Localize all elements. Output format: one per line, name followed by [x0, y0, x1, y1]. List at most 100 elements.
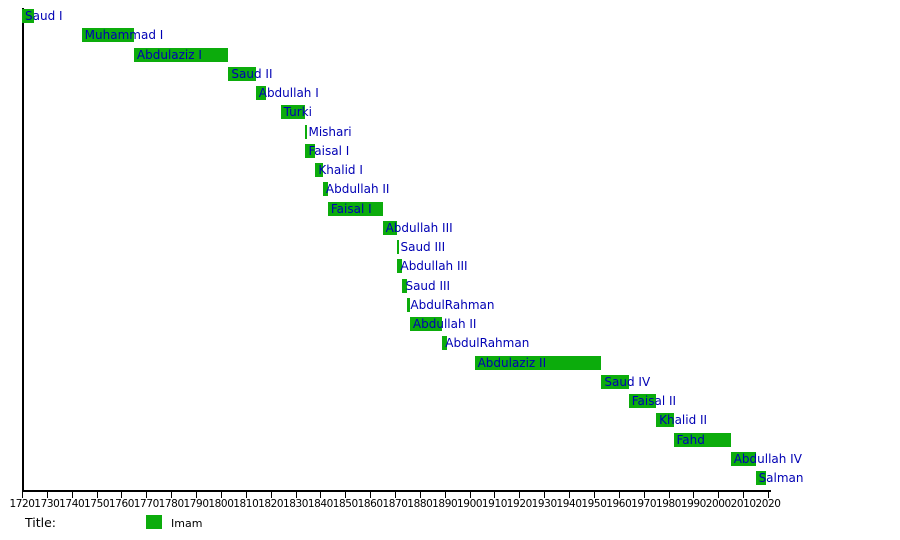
chart-bar — [255, 86, 266, 100]
y-axis-line — [22, 8, 24, 490]
x-axis-tick — [320, 491, 322, 498]
x-axis-tick-label: 1790 — [183, 498, 210, 510]
bar-label: Abdullah II — [325, 182, 390, 197]
legend: Title: Imam — [0, 512, 900, 536]
bar-label: AbdulRahman — [410, 297, 495, 312]
x-axis-tick — [643, 491, 645, 498]
bar-label: Turki — [283, 105, 312, 120]
chart-bar — [402, 278, 408, 293]
x-axis-tick-label: 1820 — [258, 498, 284, 510]
x-axis-tick — [71, 491, 73, 498]
x-axis-tick-label: 1920 — [506, 498, 533, 510]
x-axis-tick-label: 1800 — [208, 498, 234, 510]
chart-bar — [280, 105, 306, 120]
bar-label: Salman — [758, 471, 804, 485]
x-axis-tick-label: 2000 — [705, 498, 732, 510]
x-axis-tick-label: 1990 — [680, 498, 707, 510]
x-axis-line — [22, 490, 771, 492]
bar-label: AbdulRahman — [445, 336, 530, 351]
chart-bar — [673, 432, 731, 447]
bar-label: Abdullah II — [412, 317, 477, 331]
chart-bar — [397, 259, 403, 274]
x-axis-tick — [469, 491, 471, 498]
bar-label: Mishari — [308, 124, 352, 139]
legend-title: Title: — [25, 515, 56, 530]
chart-bar — [730, 451, 756, 466]
x-axis-tick — [693, 491, 695, 498]
chart-bar — [442, 336, 448, 351]
bar-label: Muhammad I — [84, 28, 164, 43]
x-axis-tick-label: 1940 — [556, 498, 583, 510]
x-axis-tick — [121, 491, 123, 498]
bar-label: Faisal I — [330, 201, 372, 216]
x-axis-tick-label: 1730 — [34, 498, 60, 510]
chart-bar — [474, 355, 602, 370]
chart-bar — [656, 413, 674, 428]
x-axis-tick-label: 1770 — [133, 498, 160, 510]
chart-bar — [327, 201, 383, 216]
x-axis-tick-label: 1900 — [457, 498, 483, 510]
x-axis-tick-label: 1980 — [655, 498, 682, 510]
chart-bar — [409, 317, 443, 331]
x-axis-tick — [171, 491, 173, 498]
x-axis-tick-label: 1750 — [84, 498, 110, 510]
x-axis-tick-label: 1720 — [9, 498, 35, 510]
chart-bar — [305, 124, 307, 139]
x-axis-tick — [519, 491, 521, 498]
x-axis-tick-label: 1830 — [282, 498, 309, 510]
chart-bar — [601, 374, 629, 389]
x-axis-tick-label: 1950 — [581, 498, 607, 510]
x-axis-tick — [196, 491, 198, 498]
x-axis-tick-label: 1840 — [307, 498, 334, 510]
x-axis-tick — [593, 491, 595, 498]
x-axis-tick-label: 1810 — [233, 498, 259, 510]
x-axis-tick — [245, 491, 247, 498]
x-axis-tick — [22, 491, 23, 498]
x-axis-tick-label: 1780 — [158, 498, 185, 510]
x-axis-tick — [46, 491, 48, 498]
x-axis-tick — [270, 491, 272, 498]
x-axis-tick-label: 1910 — [481, 498, 508, 510]
x-axis-tick-label: 1850 — [332, 498, 359, 510]
x-axis-tick — [395, 491, 396, 498]
x-axis-tick-label: 1860 — [357, 498, 384, 510]
chart-bar — [133, 47, 229, 62]
x-axis-tick-label: 1880 — [407, 498, 433, 510]
x-axis-tick-label: 1740 — [59, 498, 85, 510]
x-axis-tick — [419, 491, 421, 498]
x-axis-tick — [146, 491, 148, 498]
x-axis-tick — [220, 491, 222, 498]
x-axis-tick-label: 1960 — [606, 498, 632, 510]
bar-label: Fahd — [676, 432, 705, 447]
bar-label: Saud III — [400, 240, 446, 254]
bar-label: Khalid I — [318, 163, 363, 177]
bar-label: Faisal I — [308, 143, 350, 158]
x-axis-tick — [618, 491, 620, 498]
x-axis-tick — [494, 491, 496, 498]
chart-bar — [228, 66, 256, 81]
x-axis-tick — [718, 491, 720, 498]
bar-label: Abdulaziz I — [136, 47, 202, 62]
chart-bar — [315, 163, 323, 177]
chart-bar — [755, 471, 766, 485]
x-axis-tick-label: 2020 — [755, 498, 781, 510]
x-axis-tick-label: 1930 — [531, 498, 558, 510]
x-axis-tick — [96, 491, 98, 498]
bar-label: Abdullah III — [400, 259, 468, 274]
bar-label: Saud IV — [604, 374, 651, 389]
x-axis-tick — [345, 491, 347, 498]
chart-bar — [382, 220, 398, 235]
bar-label: Abdullah I — [258, 86, 319, 100]
legend-item-label: Imam — [171, 517, 203, 530]
x-axis-tick — [295, 491, 297, 498]
chart-bar — [322, 182, 328, 197]
x-axis-tick — [768, 491, 769, 498]
chart-bar — [628, 394, 657, 408]
x-axis-tick — [370, 491, 372, 498]
x-axis-tick-label: 1870 — [382, 498, 408, 510]
bar-label: Faisal II — [631, 394, 677, 408]
bar-label: Khalid II — [659, 413, 708, 428]
bar-label: Saud II — [231, 66, 273, 81]
bar-label: Abdullah III — [385, 220, 453, 235]
